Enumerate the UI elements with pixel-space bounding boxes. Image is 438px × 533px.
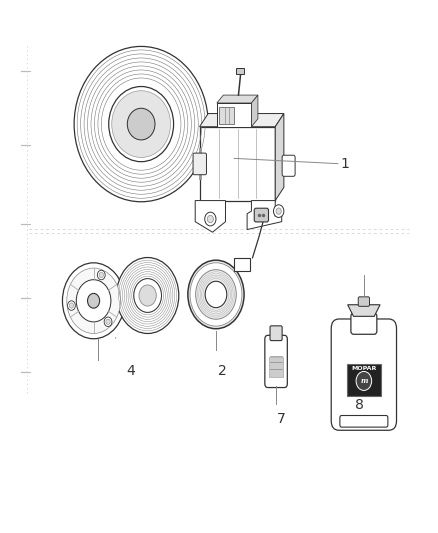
FancyBboxPatch shape [351,313,377,334]
FancyBboxPatch shape [200,127,275,200]
FancyBboxPatch shape [193,153,206,175]
FancyBboxPatch shape [358,297,370,306]
Circle shape [67,301,75,310]
FancyBboxPatch shape [219,107,234,124]
Polygon shape [217,95,258,103]
Circle shape [356,372,372,391]
Ellipse shape [112,91,170,157]
Ellipse shape [74,46,208,202]
Text: 8: 8 [355,398,364,412]
Circle shape [63,263,125,339]
Circle shape [97,270,105,280]
Circle shape [276,208,281,214]
Polygon shape [247,200,282,230]
FancyBboxPatch shape [234,258,251,271]
FancyBboxPatch shape [331,319,396,430]
Polygon shape [195,200,226,232]
FancyBboxPatch shape [236,68,244,74]
FancyBboxPatch shape [217,103,251,127]
FancyBboxPatch shape [270,326,282,341]
Ellipse shape [127,108,155,140]
FancyBboxPatch shape [265,335,287,387]
FancyBboxPatch shape [269,357,283,377]
Circle shape [205,212,216,226]
Polygon shape [275,114,284,200]
Circle shape [88,293,100,308]
Circle shape [196,270,236,319]
FancyBboxPatch shape [347,364,381,395]
Circle shape [69,303,74,308]
Text: 4: 4 [126,364,135,377]
FancyBboxPatch shape [254,208,268,222]
Text: 1: 1 [340,157,349,171]
Circle shape [99,272,103,278]
Circle shape [117,257,179,334]
Circle shape [67,268,120,334]
Circle shape [190,263,242,326]
Ellipse shape [109,86,173,161]
Text: MOPAR: MOPAR [351,366,377,371]
Polygon shape [348,305,380,317]
Polygon shape [251,95,258,127]
Text: 7: 7 [277,412,286,426]
Circle shape [188,260,244,329]
Circle shape [104,317,112,327]
FancyBboxPatch shape [282,155,295,176]
Polygon shape [200,114,284,127]
Circle shape [134,279,162,312]
Text: 2: 2 [218,364,227,377]
Text: m: m [360,377,367,385]
Circle shape [139,285,156,306]
Circle shape [207,215,213,223]
Circle shape [106,319,110,325]
FancyBboxPatch shape [340,416,388,427]
Circle shape [76,280,111,322]
Circle shape [273,205,284,217]
Circle shape [205,281,227,308]
